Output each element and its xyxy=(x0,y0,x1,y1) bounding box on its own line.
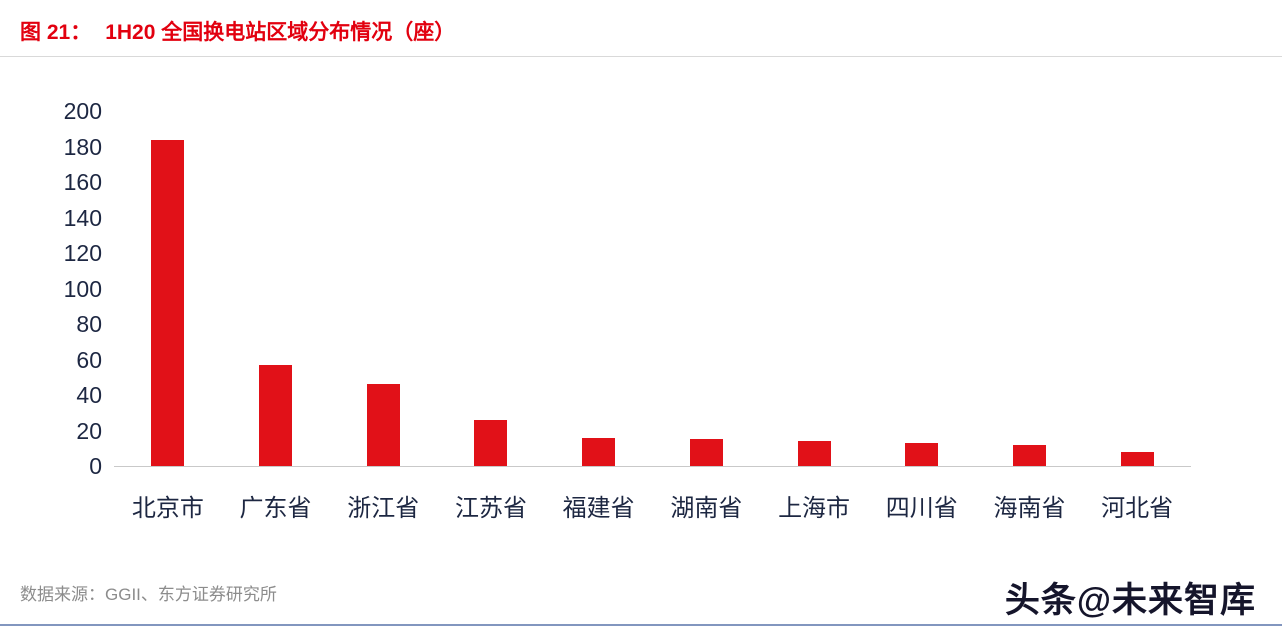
y-axis-tick-label: 200 xyxy=(63,98,102,124)
x-axis-label: 海南省 xyxy=(993,495,1066,522)
y-axis-tick-label: 140 xyxy=(63,204,102,231)
figure-label: 图 21： xyxy=(20,21,92,44)
y-axis-tick-label: 80 xyxy=(76,311,102,337)
x-axis-label: 江苏省 xyxy=(454,495,527,522)
x-axis-label: 四川省 xyxy=(885,495,958,522)
bar xyxy=(905,442,939,466)
bar-chart: 北京市 广东省 浙江省 江苏省 福建省 湖南省 上海市 四川省 海南省 河北省 xyxy=(114,110,1191,522)
chart-header: 图 21： 1H20 全国换电站区域分布情况（座） xyxy=(20,16,455,46)
bar xyxy=(259,364,293,466)
bar-column: 浙江省 xyxy=(329,110,437,522)
x-axis-label: 广东省 xyxy=(239,495,312,522)
y-axis-tick-label: 100 xyxy=(63,275,102,302)
y-axis-tick-label: 120 xyxy=(63,240,102,266)
y-axis-tick-label: 180 xyxy=(63,133,102,160)
bar-column: 海南省 xyxy=(976,110,1084,522)
y-axis-tick-label: 160 xyxy=(63,169,102,195)
bar-column: 江苏省 xyxy=(437,110,545,522)
chart-title: 1H20 全国换电站区域分布情况（座） xyxy=(105,21,456,44)
bar-column: 上海市 xyxy=(760,110,868,522)
page-bottom-rule xyxy=(0,624,1282,626)
bar xyxy=(582,437,616,466)
bar xyxy=(1012,444,1046,466)
x-axis-label: 浙江省 xyxy=(347,495,420,522)
bar-column: 四川省 xyxy=(868,110,976,522)
header-divider xyxy=(0,56,1282,57)
bar xyxy=(797,441,831,466)
y-axis-tick-label: 60 xyxy=(76,346,102,373)
bar xyxy=(151,140,185,466)
bar xyxy=(366,384,400,466)
y-axis: 200 180 160 140 120 100 80 60 40 20 0 xyxy=(30,97,102,480)
x-axis-label: 湖南省 xyxy=(670,495,743,522)
bar xyxy=(474,419,508,466)
y-axis-tick-label: 20 xyxy=(76,417,102,444)
y-axis-tick-label: 40 xyxy=(76,382,102,408)
x-axis-label: 上海市 xyxy=(778,495,851,522)
bar-column: 广东省 xyxy=(222,110,330,522)
bar xyxy=(689,439,723,466)
y-axis-tick-label: 0 xyxy=(89,453,102,479)
x-axis-line xyxy=(114,466,1191,467)
bar-column: 湖南省 xyxy=(653,110,761,522)
x-axis-label: 福建省 xyxy=(562,495,635,522)
watermark: 头条@未来智库 xyxy=(1004,581,1256,620)
x-axis-label: 河北省 xyxy=(1101,495,1174,522)
bar xyxy=(1120,451,1154,466)
x-axis-label: 北京市 xyxy=(131,495,204,522)
bar-column: 福建省 xyxy=(545,110,653,522)
bar-column: 北京市 xyxy=(114,110,222,522)
bar-column: 河北省 xyxy=(1083,110,1191,522)
data-source: 数据来源：GGII、东方证券研究所 xyxy=(20,585,277,604)
